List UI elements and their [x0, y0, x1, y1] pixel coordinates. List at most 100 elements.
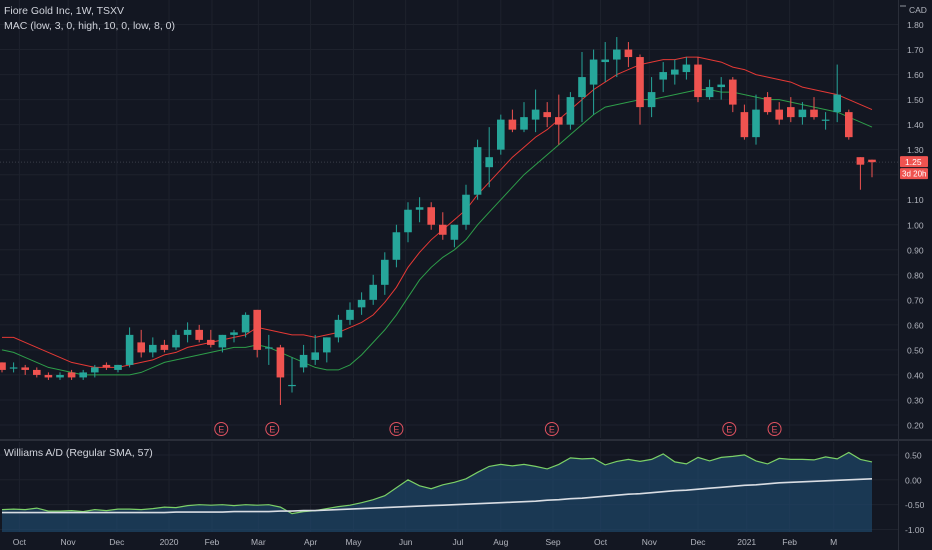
candle-up[interactable] [125, 327, 134, 368]
candle-down[interactable] [624, 42, 633, 68]
candle-up[interactable] [91, 364, 99, 378]
mac-indicator-legend[interactable]: MAC (low, 3, 0, high, 10, 0, low, 8, 0) [4, 20, 175, 32]
candle-down[interactable] [845, 109, 853, 140]
candle-up[interactable] [485, 127, 493, 188]
candle-up[interactable] [415, 197, 424, 223]
candle-up[interactable] [682, 57, 691, 80]
candle-down[interactable] [102, 362, 111, 370]
candle-up[interactable] [613, 37, 621, 78]
candle-down[interactable] [740, 104, 749, 140]
candle-up[interactable] [752, 94, 760, 145]
candle-body [578, 77, 586, 98]
candle-down[interactable] [137, 329, 145, 358]
candle-up[interactable] [172, 329, 180, 350]
ma-low-line [1, 89, 873, 376]
candle-down[interactable] [775, 102, 783, 125]
candle-up[interactable] [392, 224, 401, 268]
candle-down[interactable] [787, 97, 795, 123]
candle-up[interactable] [183, 322, 192, 343]
williams-ad-axis[interactable]: 0.50 0.00 -0.50 -1.00 [905, 450, 925, 535]
candle-up[interactable] [671, 59, 679, 85]
candle-up[interactable] [288, 357, 296, 393]
earnings-marker[interactable]: E [214, 422, 229, 436]
candle-down[interactable] [195, 324, 203, 343]
candle-up[interactable] [450, 224, 459, 248]
candle-up[interactable] [230, 329, 238, 343]
candle-body [520, 117, 528, 130]
earnings-marker[interactable]: E [722, 422, 737, 436]
candle-down[interactable] [439, 212, 447, 240]
candle-up[interactable] [241, 312, 250, 338]
candle-up[interactable] [299, 344, 308, 373]
candle-up[interactable] [497, 114, 505, 155]
candle-down[interactable] [856, 157, 865, 190]
candle-down[interactable] [636, 54, 644, 125]
candle-down[interactable] [67, 369, 76, 380]
williams-ad-legend[interactable]: Williams A/D (Regular SMA, 57) [4, 447, 153, 459]
candle-up[interactable] [717, 77, 725, 100]
candle-down[interactable] [207, 329, 215, 348]
candle-up[interactable] [821, 112, 830, 130]
candle-up[interactable] [369, 274, 377, 305]
candle-up[interactable] [589, 49, 598, 115]
candle-up[interactable] [531, 89, 540, 133]
time-axis-label: Dec [109, 537, 125, 547]
candle-up[interactable] [833, 64, 841, 123]
earnings-marker[interactable]: E [767, 422, 782, 436]
candle-down[interactable] [44, 372, 53, 380]
candle-up[interactable] [56, 372, 64, 380]
candle-down[interactable] [160, 339, 169, 353]
symbol-legend[interactable]: Fiore Gold Inc, 1W, TSXV [4, 5, 125, 17]
candle-up[interactable] [404, 202, 412, 243]
candle-down[interactable] [694, 57, 702, 103]
candle-up[interactable] [601, 42, 609, 83]
candle-down[interactable] [810, 97, 818, 120]
candle-up[interactable] [149, 337, 157, 358]
candle-up[interactable] [381, 252, 389, 295]
candle-up[interactable] [798, 102, 807, 125]
candle-down[interactable] [868, 159, 876, 178]
candle-down[interactable] [33, 367, 41, 378]
candlestick-series[interactable] [0, 37, 876, 405]
candle-up[interactable] [659, 62, 667, 93]
candle-up[interactable] [346, 302, 354, 325]
earnings-marker-circle [544, 422, 559, 436]
candle-up[interactable] [334, 314, 343, 343]
candle-down[interactable] [276, 344, 285, 405]
candle-up[interactable] [578, 52, 586, 123]
candle-up[interactable] [705, 79, 714, 100]
candle-up[interactable] [462, 184, 470, 230]
candle-down[interactable] [543, 102, 551, 128]
candle-up[interactable] [357, 292, 366, 315]
candle-up[interactable] [218, 334, 227, 353]
candle-body [729, 79, 737, 105]
candle-up[interactable] [79, 369, 87, 380]
candle-down[interactable] [427, 202, 435, 230]
candle-up[interactable] [311, 334, 319, 365]
time-axis-label: Oct [594, 537, 608, 547]
candle-up[interactable] [323, 337, 331, 363]
candle-up[interactable] [566, 92, 575, 130]
candle-body [288, 384, 296, 387]
earnings-marker[interactable]: E [389, 422, 404, 436]
candle-up[interactable] [647, 77, 656, 118]
candle-down[interactable] [253, 309, 261, 358]
candle-up[interactable] [473, 139, 482, 200]
candle-up[interactable] [520, 102, 528, 133]
earnings-marker[interactable]: E [265, 422, 280, 436]
time-axis[interactable]: Oct Nov Dec 2020 Feb Mar Apr May Jun Jul Aug Sep Oct… [13, 537, 837, 547]
candle-up[interactable] [9, 362, 18, 373]
candle-up[interactable] [265, 334, 273, 365]
candle-down[interactable] [763, 92, 772, 115]
candle-down[interactable] [729, 77, 737, 113]
candle-body [462, 194, 470, 225]
candle-up[interactable] [114, 364, 122, 373]
candle-down[interactable] [555, 94, 563, 145]
candle-down[interactable] [21, 364, 29, 375]
earnings-marker[interactable]: E [544, 422, 559, 436]
candle-down[interactable] [508, 109, 517, 133]
price-axis-tick: 0.60 [907, 320, 924, 330]
candle-down[interactable] [0, 362, 6, 373]
